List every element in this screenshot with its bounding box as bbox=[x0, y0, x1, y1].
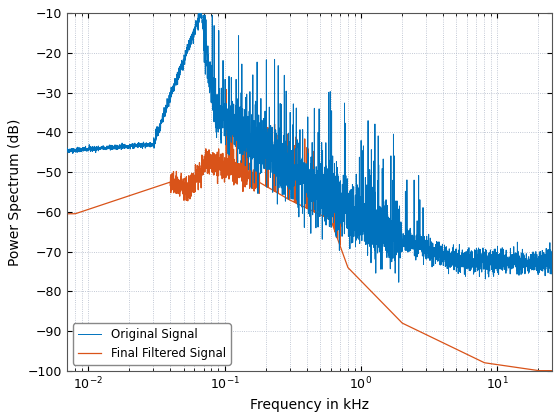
Original Signal bbox=[534, 268, 540, 273]
X-axis label: Frequency in kHz: Frequency in kHz bbox=[250, 398, 369, 412]
Original Signal bbox=[196, 11, 203, 16]
Final Filtered Signal bbox=[510, 365, 516, 370]
Original Signal bbox=[269, 142, 276, 147]
Y-axis label: Power Spectrum (dB): Power Spectrum (dB) bbox=[8, 118, 22, 266]
Final Filtered Signal bbox=[535, 368, 542, 373]
Line: Final Filtered Signal: Final Filtered Signal bbox=[64, 89, 552, 370]
Original Signal bbox=[265, 153, 272, 158]
Final Filtered Signal bbox=[269, 188, 276, 193]
Final Filtered Signal bbox=[265, 185, 272, 190]
Original Signal bbox=[395, 280, 402, 285]
Final Filtered Signal bbox=[549, 368, 556, 373]
Legend: Original Signal, Final Filtered Signal: Original Signal, Final Filtered Signal bbox=[73, 323, 231, 365]
Final Filtered Signal bbox=[292, 200, 299, 205]
Original Signal bbox=[549, 257, 556, 262]
Final Filtered Signal bbox=[60, 211, 67, 216]
Original Signal bbox=[60, 147, 67, 152]
Final Filtered Signal bbox=[223, 87, 230, 92]
Final Filtered Signal bbox=[534, 368, 540, 373]
Line: Original Signal: Original Signal bbox=[64, 13, 552, 282]
Original Signal bbox=[292, 177, 299, 182]
Original Signal bbox=[510, 260, 516, 265]
Final Filtered Signal bbox=[415, 328, 422, 333]
Original Signal bbox=[416, 173, 422, 178]
